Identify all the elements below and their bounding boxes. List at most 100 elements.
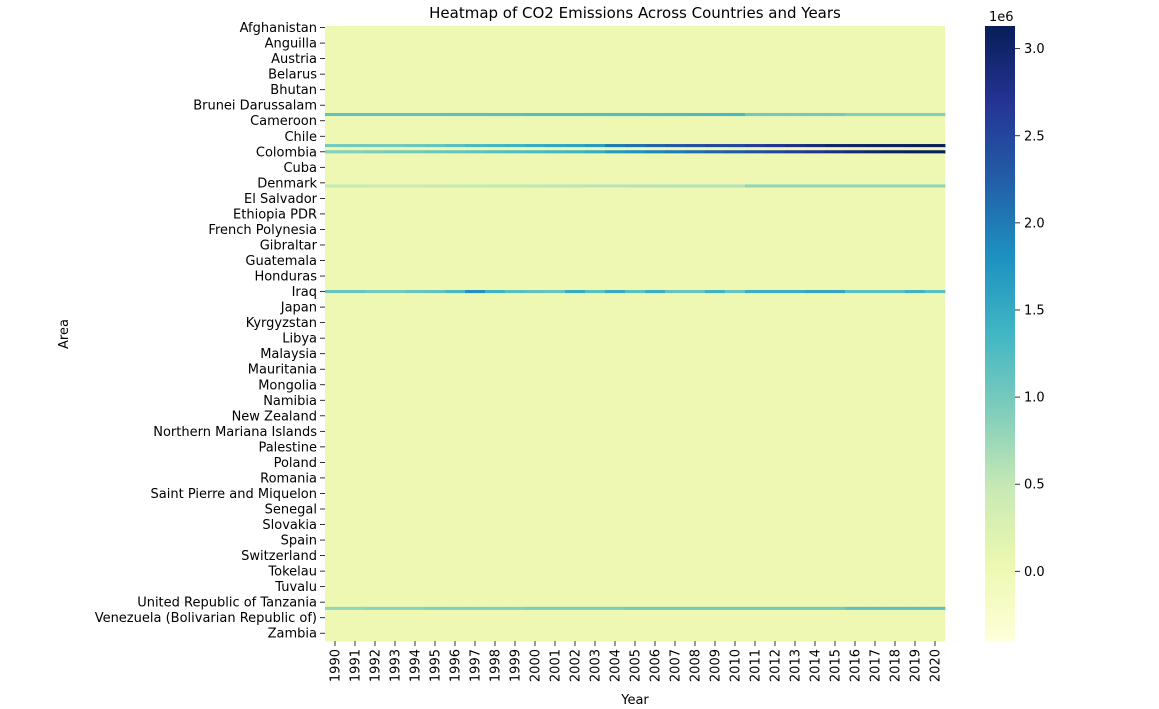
y-tick-label: Tokelau <box>267 565 317 580</box>
heatmap-cell <box>665 112 686 117</box>
heatmap-row <box>325 513 945 518</box>
heatmap-row <box>325 137 945 142</box>
heatmap-cell <box>745 184 766 188</box>
heatmap-cell <box>325 150 346 154</box>
heatmap-cell <box>665 144 686 148</box>
y-tick-label: Namibia <box>263 394 317 409</box>
colorbar-tick-label: 2.5 <box>1024 129 1045 144</box>
heatmap-row <box>325 103 945 108</box>
heatmap-cell <box>565 150 586 154</box>
heatmap-cell <box>405 112 426 117</box>
heatmap-cell <box>765 290 786 294</box>
heatmap-cell <box>865 606 886 611</box>
heatmap-cell <box>605 290 626 294</box>
heatmap-row <box>325 547 945 552</box>
heatmap-cell <box>525 150 546 154</box>
heatmap-cell <box>885 144 906 148</box>
heatmap-cell <box>385 144 406 148</box>
heatmap-cell <box>625 150 646 154</box>
heatmap-cell <box>505 184 526 188</box>
heatmap-row <box>325 463 945 468</box>
heatmap-row <box>325 491 945 496</box>
heatmap-row <box>325 122 945 126</box>
y-tick-label: Slovakia <box>262 518 317 533</box>
heatmap-cell <box>625 144 646 148</box>
heatmap-cell <box>465 112 486 117</box>
y-tick-label: Malaysia <box>260 347 317 362</box>
heatmap-cell <box>885 112 906 117</box>
heatmap-cell <box>825 184 846 188</box>
heatmap-cell <box>565 112 586 117</box>
x-tick-label: 1995 <box>429 649 444 682</box>
heatmap-row <box>325 181 945 185</box>
heatmap-row <box>325 389 945 393</box>
heatmap-cell <box>625 112 646 117</box>
heatmap-cell <box>565 606 586 611</box>
heatmap-row <box>325 321 945 325</box>
colorbar-tick-label: 2.0 <box>1024 216 1045 231</box>
y-axis-label: Area <box>57 319 72 349</box>
heatmap-cell <box>725 144 746 148</box>
heatmap-row <box>325 572 945 577</box>
heatmap-cell <box>325 112 346 117</box>
x-tick-label: 1991 <box>349 649 364 682</box>
heatmap-row <box>325 60 945 64</box>
heatmap-row <box>325 342 945 347</box>
heatmap-cell <box>445 150 466 154</box>
heatmap-cell <box>785 144 806 148</box>
heatmap-cell <box>345 150 366 154</box>
y-tick-label: Venezuela (Bolivarian Republic of) <box>95 611 317 626</box>
heatmap-cell <box>925 184 946 188</box>
heatmap-cell <box>405 290 426 294</box>
heatmap-cell <box>505 144 526 148</box>
heatmap-row <box>325 442 945 446</box>
heatmap-row <box>325 510 945 515</box>
heatmap-cell <box>745 290 766 294</box>
heatmap-cell <box>645 290 666 294</box>
heatmap-row <box>325 358 945 362</box>
heatmap-cell <box>725 290 746 294</box>
heatmap-row <box>325 637 945 642</box>
x-tick-label: 2006 <box>649 649 664 682</box>
heatmap-cell <box>425 184 446 188</box>
heatmap-cell <box>905 144 926 148</box>
heatmap-cell <box>565 184 586 188</box>
heatmap-cell <box>805 144 826 148</box>
heatmap-cell <box>725 184 746 188</box>
heatmap-cell <box>365 150 386 154</box>
heatmap-row <box>325 193 945 198</box>
heatmap-cell <box>665 184 686 188</box>
y-tick-label: Northern Mariana Islands <box>153 425 317 440</box>
heatmap-row <box>325 178 945 182</box>
x-tick-label: 1990 <box>329 649 344 682</box>
heatmap-cell <box>805 606 826 611</box>
heatmap-cell <box>425 606 446 611</box>
heatmap-row <box>325 557 945 561</box>
heatmap-cell <box>645 184 666 188</box>
x-tick-label: 2018 <box>889 649 904 682</box>
heatmap-cell <box>885 184 906 188</box>
heatmap-cell <box>585 112 606 117</box>
heatmap-cell <box>385 606 406 611</box>
heatmap-cell <box>865 112 886 117</box>
y-tick-label: New Zealand <box>232 409 317 424</box>
heatmap-row <box>325 165 945 170</box>
heatmap-cell <box>745 112 766 117</box>
heatmap-cell <box>425 290 446 294</box>
heatmap-row <box>325 485 945 490</box>
y-tick-label: Romania <box>260 471 317 486</box>
heatmap-cell <box>585 144 606 148</box>
heatmap-row <box>325 69 945 73</box>
heatmap-row <box>325 554 945 558</box>
x-tick-label: 1999 <box>509 649 524 682</box>
heatmap-row <box>325 38 945 42</box>
y-tick-label: Denmark <box>257 176 317 191</box>
heatmap-row <box>325 128 945 133</box>
x-axis-ticks: 1990 1991 1992 1993 1994 1995 1996 1997 1998 1999… <box>329 641 944 682</box>
heatmap-cell <box>725 606 746 611</box>
heatmap-cell <box>785 184 806 188</box>
heatmap-cell <box>485 290 506 294</box>
heatmap-row <box>325 383 945 387</box>
